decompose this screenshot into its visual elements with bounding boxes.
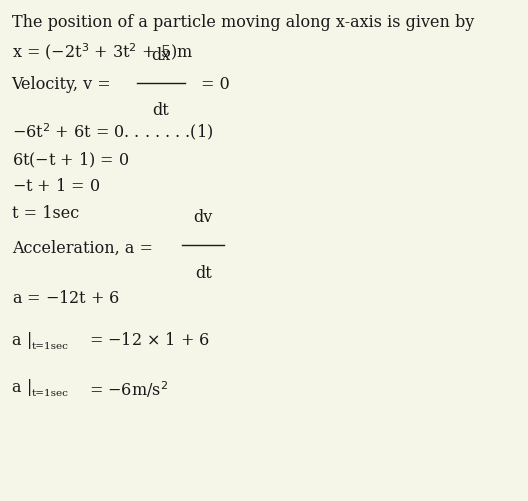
Text: Velocity, v =: Velocity, v =	[12, 76, 111, 93]
Text: $-$t + 1 = 0: $-$t + 1 = 0	[12, 178, 100, 195]
Text: a = $-$12t + 6: a = $-$12t + 6	[12, 290, 120, 307]
Text: |: |	[27, 332, 33, 349]
Text: = 0: = 0	[201, 76, 229, 93]
Text: a: a	[12, 379, 21, 396]
Text: dx: dx	[152, 47, 171, 64]
Text: x = ($-$2t$^3$ + 3t$^2$ + 5)m: x = ($-$2t$^3$ + 3t$^2$ + 5)m	[12, 41, 193, 62]
Text: t=1sec: t=1sec	[32, 389, 69, 398]
Text: |: |	[27, 379, 33, 396]
Text: a: a	[12, 332, 21, 349]
Text: dt: dt	[153, 102, 169, 119]
Text: 6t($-$t + 1) = 0: 6t($-$t + 1) = 0	[12, 150, 129, 169]
Text: $-$6t$^2$ + 6t = 0. . . . . . .(1): $-$6t$^2$ + 6t = 0. . . . . . .(1)	[12, 121, 213, 142]
Text: t=1sec: t=1sec	[32, 342, 69, 351]
Text: = $-$12 $\times$ 1 + 6: = $-$12 $\times$ 1 + 6	[89, 332, 210, 349]
Text: dv: dv	[194, 209, 213, 226]
Text: Acceleration, a =: Acceleration, a =	[12, 239, 153, 257]
Text: t = 1sec: t = 1sec	[12, 205, 79, 222]
Text: The position of a particle moving along x-axis is given by: The position of a particle moving along …	[12, 14, 474, 31]
Text: dt: dt	[195, 265, 212, 282]
Text: = $-$6m/s$^2$: = $-$6m/s$^2$	[89, 379, 168, 400]
